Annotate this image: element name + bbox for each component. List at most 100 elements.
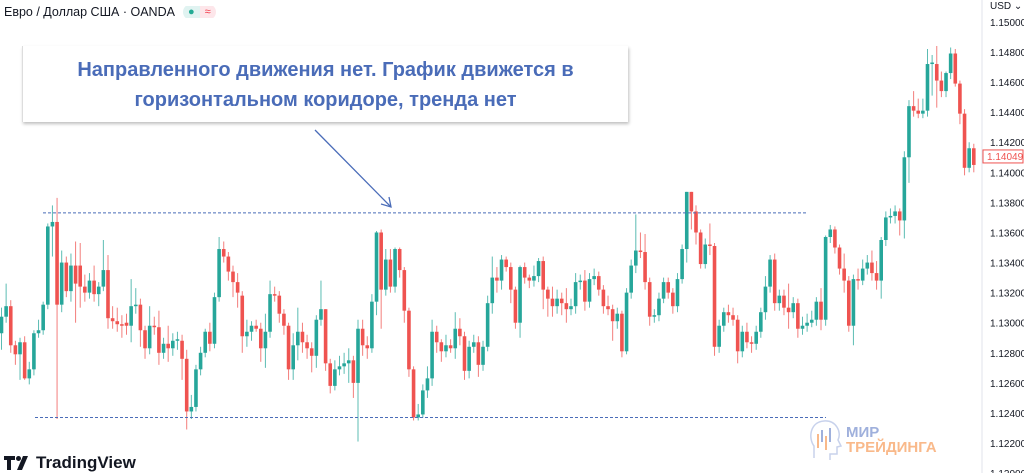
candle-body [587, 279, 592, 302]
candle-body [166, 343, 170, 349]
market-status-badge[interactable]: ● ≈ [182, 4, 216, 20]
candle-body [129, 306, 133, 326]
candle-up [59, 250, 64, 313]
candle-up [337, 355, 342, 376]
candle-body [578, 280, 583, 283]
candle-down [939, 71, 944, 98]
candle-up [800, 316, 805, 335]
candle-down [916, 98, 921, 119]
candle-body [198, 352, 203, 370]
currency-label: USD [990, 1, 1012, 12]
candle-body [643, 252, 647, 283]
candle-up [865, 255, 870, 275]
candle-body [59, 262, 64, 305]
candle-up [46, 223, 50, 310]
candle-up [587, 273, 592, 308]
candle-down [221, 241, 226, 263]
candle-body [138, 304, 143, 331]
candle-up [212, 292, 217, 349]
candle-up [930, 55, 934, 96]
candle-body [796, 303, 800, 329]
candle-up [652, 309, 657, 323]
candle-up [421, 384, 425, 418]
candle-down [397, 247, 402, 278]
candle-body [874, 273, 879, 281]
candle-body [513, 289, 518, 323]
candle-down [323, 309, 328, 371]
y-tick-label: 1.14000 [990, 168, 1024, 179]
mir-treidinga-watermark: МИР ТРЕЙДИНГА [808, 418, 937, 462]
candle-up [333, 360, 337, 391]
candle-down [115, 307, 120, 332]
candle-body [96, 286, 101, 295]
candle-down [73, 241, 78, 323]
candle-down [689, 191, 694, 230]
symbol-title[interactable]: Евро / Доллар США · OANDA [4, 5, 175, 19]
candle-body [962, 113, 967, 168]
y-tick-label: 1.12400 [990, 409, 1024, 420]
candle-body [745, 331, 749, 343]
candle-up [532, 265, 536, 287]
candle-up [948, 47, 953, 80]
y-tick-label: 1.13200 [990, 289, 1024, 300]
candle-body [805, 322, 809, 326]
candle-up [578, 274, 583, 290]
candle-up [661, 277, 666, 304]
candle-body [721, 312, 726, 326]
candle-body [772, 259, 777, 304]
candle-body [272, 294, 277, 296]
candle-body [948, 53, 953, 74]
candle-body [726, 312, 731, 316]
candle-up [740, 325, 745, 358]
candle-down [726, 304, 731, 323]
candle-body [249, 325, 254, 332]
candle-down [509, 262, 513, 304]
candle-body [944, 73, 948, 92]
candle-down [83, 274, 87, 302]
candle-down [106, 255, 110, 329]
candle-down [897, 208, 902, 236]
candle-body [208, 331, 212, 344]
candle-body [245, 331, 249, 337]
watermark-line-2: ТРЕЙДИНГА [846, 438, 937, 456]
candle-up [129, 279, 133, 343]
tradingview-logo[interactable]: TradingView [4, 453, 136, 473]
candle-body [13, 345, 18, 355]
candle-up [634, 214, 638, 274]
candle-body [879, 240, 883, 281]
candle-body [698, 232, 703, 265]
y-tick-label: 1.14400 [990, 108, 1024, 119]
candle-body [828, 229, 833, 237]
candle-up [703, 238, 708, 269]
candle-body [0, 316, 4, 334]
candle-down [541, 256, 546, 310]
candle-down [124, 313, 129, 335]
candle-body [499, 259, 504, 281]
currency-selector[interactable]: USD ⌄ [990, 1, 1022, 12]
candle-down [434, 325, 439, 353]
candle-body [8, 306, 13, 346]
candle-body [629, 265, 633, 293]
candle-down [495, 267, 499, 293]
candle-body [314, 319, 319, 356]
last-price-tag [982, 149, 1024, 164]
candle-body [462, 336, 467, 371]
price-axis[interactable]: 1.15000 1.14800 1.14600 1.14400 1.14200 1.140… [0, 18, 1024, 473]
candles-layer [0, 45, 976, 442]
candle-body [184, 358, 189, 412]
candle-body [907, 106, 911, 158]
candle-up [884, 211, 888, 247]
candle-body [717, 325, 721, 347]
candle-body [235, 282, 240, 293]
candle-body [606, 306, 610, 310]
symbol-header: Евро / Доллар США · OANDA ● ≈ [4, 4, 216, 20]
candle-body [759, 312, 763, 332]
candle-body [800, 325, 805, 329]
levels-layer [35, 212, 826, 418]
candle-down [22, 336, 27, 380]
candle-body [518, 267, 522, 323]
candle-body [342, 363, 346, 367]
candle-body [64, 262, 69, 292]
annotation-callout: Направленного движения нет. График движе… [22, 46, 628, 122]
